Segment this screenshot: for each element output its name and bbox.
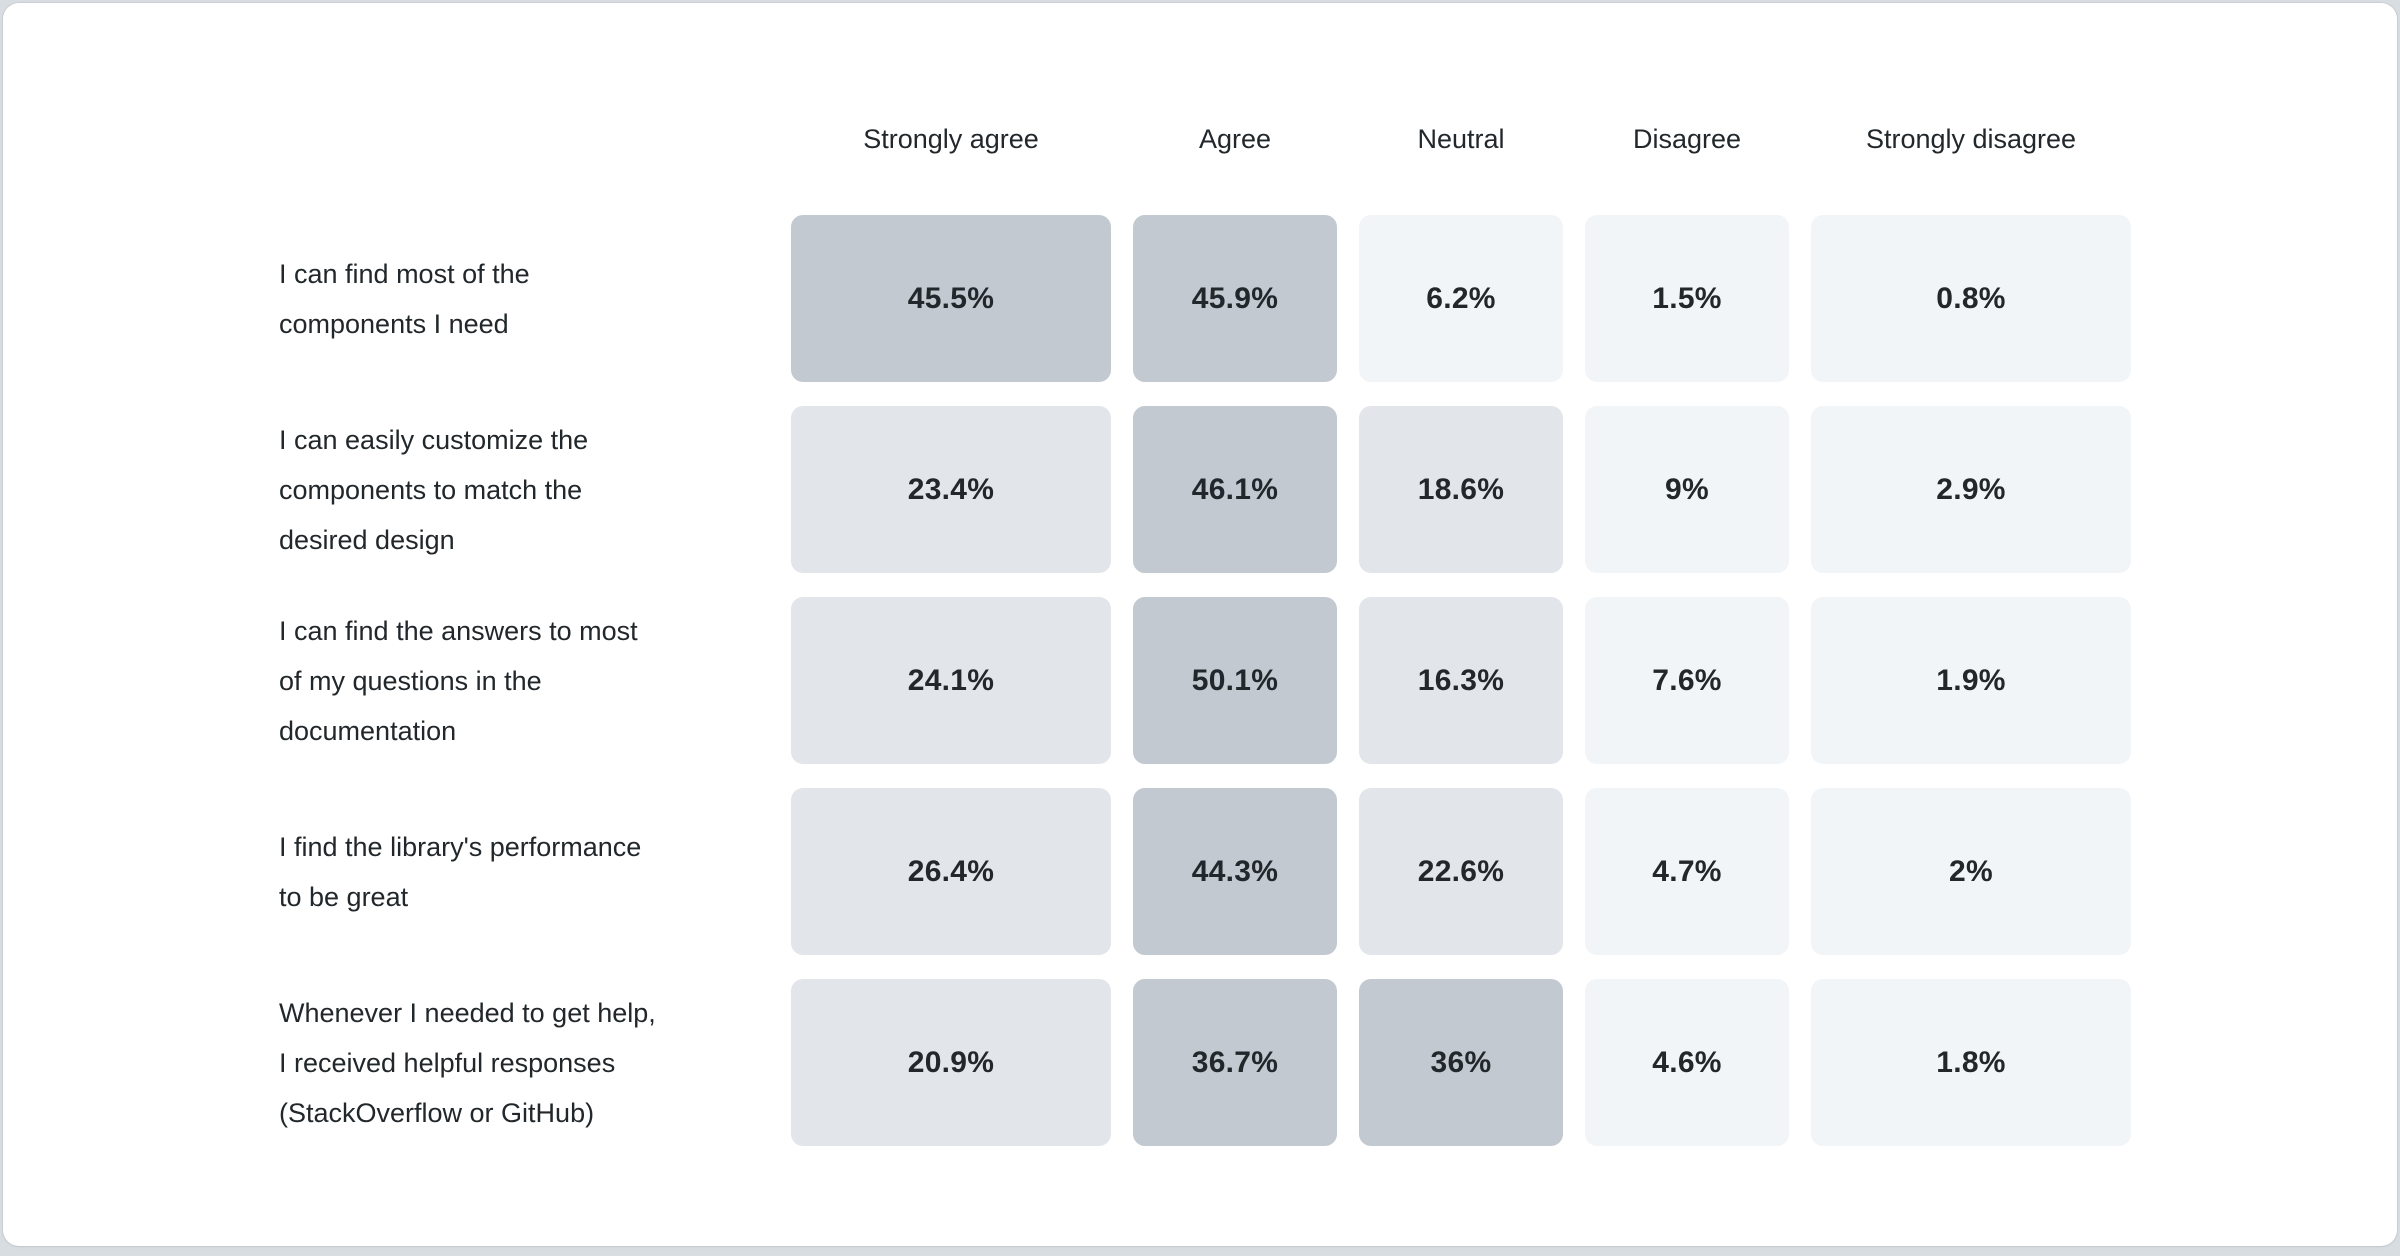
row-label: Whenever I needed to get help, I receive…: [279, 997, 656, 1128]
column-header-strongly-agree: Strongly agree: [863, 124, 1039, 154]
heatmap-cell: 1.8%: [1811, 979, 2131, 1146]
column-header-disagree: Disagree: [1632, 124, 1742, 154]
column-header-strongly-disagree: Strongly disagree: [1865, 124, 2077, 154]
heatmap-cell: 2.9%: [1811, 406, 2131, 573]
heatmap-cell: 9%: [1585, 406, 1789, 573]
heatmap-cell: 46.1%: [1133, 406, 1337, 573]
heatmap-header-row: Strongly agree Agree Neutral Disagree St…: [279, 119, 2397, 159]
heatmap-cell: 45.5%: [791, 215, 1111, 382]
heatmap-cell: 1.9%: [1811, 597, 2131, 764]
heatmap-cell: 6.2%: [1359, 215, 1563, 382]
heatmap-cell: 4.7%: [1585, 788, 1789, 955]
heatmap-cell: 16.3%: [1359, 597, 1563, 764]
column-header-agree: Agree: [1198, 124, 1272, 154]
heatmap-cell: 44.3%: [1133, 788, 1337, 955]
heatmap-cell: 26.4%: [791, 788, 1111, 955]
row-label: I can find most of the components I need: [279, 258, 530, 339]
heatmap-cell: 20.9%: [791, 979, 1111, 1146]
row-label: I can easily customize the components to…: [279, 424, 589, 555]
heatmap-cell: 1.5%: [1585, 215, 1789, 382]
survey-results-card: Strongly agree Agree Neutral Disagree St…: [3, 3, 2397, 1246]
heatmap-cell: 4.6%: [1585, 979, 1789, 1146]
heatmap-cell: 18.6%: [1359, 406, 1563, 573]
heatmap-cell: 36.7%: [1133, 979, 1337, 1146]
row-label: I can find the answers to most of my que…: [279, 615, 638, 746]
heatmap-cell: 0.8%: [1811, 215, 2131, 382]
heatmap-cell: 7.6%: [1585, 597, 1789, 764]
heatmap-row: I find the library's performance to be g…: [279, 788, 2397, 955]
heatmap-row: Whenever I needed to get help, I receive…: [279, 979, 2397, 1146]
heatmap-cell: 23.4%: [791, 406, 1111, 573]
heatmap-content: Strongly agree Agree Neutral Disagree St…: [3, 3, 2397, 1146]
heatmap-body: I can find most of the components I need…: [279, 215, 2397, 1146]
heatmap-cell: 50.1%: [1133, 597, 1337, 764]
heatmap-cell: 22.6%: [1359, 788, 1563, 955]
column-header-neutral: Neutral: [1417, 124, 1505, 154]
heatmap-cell: 36%: [1359, 979, 1563, 1146]
heatmap-cell: 2%: [1811, 788, 2131, 955]
heatmap-row: I can easily customize the components to…: [279, 406, 2397, 573]
row-label: I find the library's performance to be g…: [279, 831, 642, 912]
heatmap-row: I can find most of the components I need…: [279, 215, 2397, 382]
heatmap-cell: 24.1%: [791, 597, 1111, 764]
heatmap-cell: 45.9%: [1133, 215, 1337, 382]
heatmap-row: I can find the answers to most of my que…: [279, 597, 2397, 764]
